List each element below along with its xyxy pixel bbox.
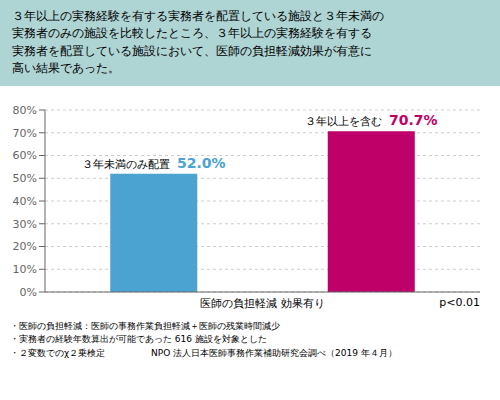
html-text:・医師の負担軽減：医師の事務作業負担軽減＋医師の残業時間減少: ・医師の負担軽減：医師の事務作業負担軽減＋医師の残業時間減少 (10, 320, 280, 331)
html-text:高い結果であった。: 高い結果であった。 (12, 61, 120, 76)
svg-text:50%: 50% (13, 172, 37, 185)
svg-text:10%: 10% (13, 263, 37, 276)
svg-text:３年未満のみ配置 52.0%: ３年未満のみ配置 52.0% (82, 154, 226, 170)
html-text:p<0.01: p<0.01 (439, 295, 480, 309)
svg-text:３年以上を含む 70.7%: ３年以上を含む 70.7% (305, 112, 438, 128)
html-text:３年以上の実務経験を有する実務者を配置している施設と３年未満: ３年以上の実務経験を有する実務者を配置している施設と３年未満の (12, 9, 384, 23)
svg-text:80%: 80% (13, 103, 37, 116)
svg-text:0%: 0% (20, 285, 37, 295)
html-text:実務者を配置している施設において、医師の負担軽減効果が有意に: 実務者を配置している施設において、医師の負担軽減効果が有意に (12, 43, 372, 58)
svg-text:70%: 70% (13, 126, 37, 139)
html-text:・実務者の経験年数算出が可能であった 616 施設を対象とし: ・実務者の経験年数算出が可能であった 616 施設を対象とした (10, 334, 267, 345)
svg-text:60%: 60% (13, 149, 37, 162)
svg-text:30%: 30% (13, 217, 37, 230)
html-text:実務者のみの施設を比較したところ、３年以上の実務経験を有する: 実務者のみの施設を比較したところ、３年以上の実務経験を有する (12, 26, 372, 41)
svg-text:40%: 40% (13, 194, 37, 207)
svg-text:20%: 20% (13, 240, 37, 253)
html-text:医師の負担軽減 効果有り: 医師の負担軽減 効果有り (200, 296, 325, 310)
html-text:・２変数でのχ２乗検定 NPO 法人日本医師事務作業補助研究: ・２変数でのχ２乗検定 NPO 法人日本医師事務作業補助研究会調べ（2019 年… (10, 347, 397, 358)
